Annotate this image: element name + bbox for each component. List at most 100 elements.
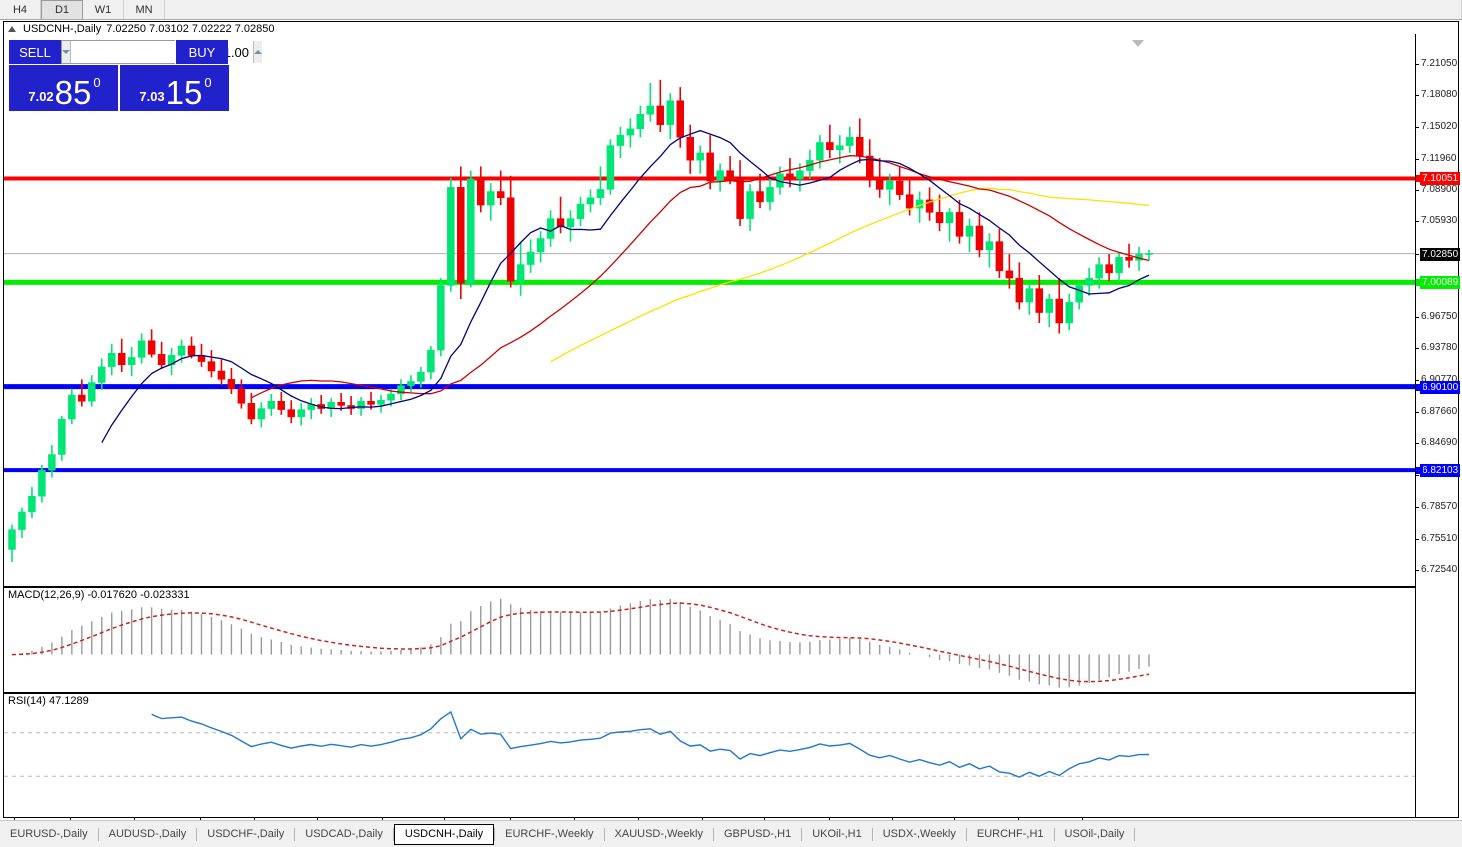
price-tick-label: 7.15020 bbox=[1421, 120, 1458, 132]
tick-mark bbox=[1416, 412, 1419, 414]
price-tag-resistance[interactable]: 7.10051 bbox=[1416, 172, 1461, 186]
time-tick-mark bbox=[510, 818, 511, 821]
tick-mark bbox=[1416, 569, 1419, 571]
price-tag-marker bbox=[1416, 383, 1423, 391]
tab-separator bbox=[494, 827, 496, 841]
period-button-mn[interactable]: MN bbox=[124, 0, 165, 19]
chart-symbol-label: USDCNH-,Daily bbox=[23, 22, 102, 35]
chart-tab-usdxweekly[interactable]: USDX-,Weekly bbox=[882, 828, 956, 840]
tick-mark bbox=[1416, 317, 1419, 319]
chart-tab-xauusdweekly[interactable]: XAUUSD-,Weekly bbox=[614, 828, 703, 840]
price-tick-label: 6.84690 bbox=[1421, 437, 1458, 449]
one-click-trading-panel: SELL BUY 7.02 85 0 7.03 15 0 bbox=[9, 40, 262, 130]
tick-mark bbox=[1416, 126, 1419, 128]
time-tick-mark bbox=[702, 818, 703, 821]
chart-tab-bar: EURUSD-,Daily AUDUSD-,Daily USDCHF-,Daily U… bbox=[0, 820, 1462, 847]
tick-mark bbox=[1416, 94, 1419, 96]
price-tag-support[interactable]: 6.82103 bbox=[1416, 464, 1461, 478]
tab-separator bbox=[196, 827, 198, 841]
tab-separator bbox=[871, 827, 873, 841]
macd-label: MACD(12,26,9) -0.017620 -0.023331 bbox=[8, 589, 190, 601]
tick-mark bbox=[1416, 158, 1419, 160]
tab-separator bbox=[712, 827, 714, 841]
time-tick-mark bbox=[200, 818, 201, 821]
chart-tab-audusddaily[interactable]: AUDUSD-,Daily bbox=[108, 828, 187, 840]
price-tick-label: 7.18080 bbox=[1421, 88, 1458, 100]
time-tick-mark bbox=[1082, 818, 1083, 821]
tab-separator bbox=[1134, 827, 1136, 841]
tab-separator bbox=[801, 827, 803, 841]
tick-mark bbox=[1416, 190, 1419, 192]
buy-button[interactable]: BUY bbox=[176, 40, 228, 64]
period-button-h4[interactable]: H4 bbox=[0, 0, 41, 19]
price-tag-marker bbox=[1416, 175, 1423, 183]
time-tick-mark bbox=[954, 818, 955, 821]
price-tick: 6.75510 bbox=[1416, 533, 1459, 544]
chart-tab-ukoilh1[interactable]: UKOil-,H1 bbox=[812, 828, 862, 840]
chart-tab-eurchfweekly[interactable]: EURCHF-,Weekly bbox=[505, 828, 594, 840]
time-tick-mark bbox=[254, 818, 255, 821]
chart-tab-gbpusdh1[interactable]: GBPUSD-,H1 bbox=[723, 828, 792, 840]
tab-separator bbox=[294, 827, 296, 841]
sell-price-display[interactable]: 7.02 85 0 bbox=[9, 65, 118, 111]
tick-mark bbox=[1416, 506, 1419, 508]
time-tick-mark bbox=[70, 818, 71, 821]
price-tick: 7.05930 bbox=[1416, 215, 1459, 226]
price-tick-label: 6.96750 bbox=[1421, 311, 1458, 323]
price-tick: 6.84690 bbox=[1416, 437, 1459, 448]
price-tick: 7.18080 bbox=[1416, 89, 1459, 100]
time-tick-mark bbox=[1018, 818, 1019, 821]
sell-button[interactable]: SELL bbox=[9, 40, 61, 64]
tab-separator bbox=[965, 827, 967, 841]
time-tick-mark bbox=[134, 818, 135, 821]
tick-mark bbox=[1416, 379, 1419, 381]
time-tick-mark bbox=[829, 818, 830, 821]
price-tick: 6.78570 bbox=[1416, 501, 1459, 512]
buy-price-pips: 15 bbox=[165, 74, 203, 111]
chart-tab-usdchfdaily[interactable]: USDCHF-,Daily bbox=[207, 828, 285, 840]
price-tag-support[interactable]: 7.00089 bbox=[1416, 276, 1461, 290]
chart-tab-usdcaddaily[interactable]: USDCAD-,Daily bbox=[305, 828, 383, 840]
buy-price-display[interactable]: 7.03 15 0 bbox=[120, 65, 229, 111]
tick-mark bbox=[1416, 475, 1419, 477]
macd-pane: MACD(12,26,9) -0.017620 -0.023331 bbox=[4, 587, 1415, 693]
chart-ohlc-label: 7.02250 7.03102 7.02222 7.02850 bbox=[106, 22, 275, 35]
tick-mark bbox=[1416, 443, 1419, 445]
tab-separator bbox=[1053, 827, 1055, 841]
chart-tab-eurchfh1[interactable]: EURCHF-,H1 bbox=[976, 828, 1044, 840]
tab-separator bbox=[392, 827, 394, 841]
period-button-d1[interactable]: D1 bbox=[41, 0, 83, 19]
expand-triangle-icon[interactable] bbox=[8, 25, 16, 32]
price-tag-last-price[interactable]: 7.02850 bbox=[1420, 247, 1461, 261]
price-tick: 6.90770 bbox=[1416, 374, 1459, 385]
sell-price-fraction: 0 bbox=[93, 75, 101, 90]
time-tick-mark bbox=[638, 818, 639, 821]
time-tick-mark bbox=[382, 818, 383, 821]
buy-price-prefix: 7.03 bbox=[139, 89, 165, 104]
price-scale-axis[interactable]: 7.21050 7.18080 7.15020 7.11960 7.08900 7.059… bbox=[1415, 34, 1461, 817]
chart-tab-usdcnhdaily[interactable]: USDCNH-,Daily bbox=[393, 823, 495, 845]
volume-increment-button[interactable] bbox=[253, 41, 262, 63]
price-tick-label: 6.75510 bbox=[1421, 532, 1458, 544]
price-tick-label: 7.11960 bbox=[1421, 152, 1457, 164]
tick-mark bbox=[1416, 253, 1419, 255]
chevron-down-icon[interactable] bbox=[1132, 40, 1144, 47]
time-tick-mark bbox=[444, 818, 445, 821]
macd-plot bbox=[11, 598, 1150, 688]
period-toolbar: H4 D1 W1 MN bbox=[0, 0, 1462, 20]
toolbar-empty-area bbox=[165, 0, 1462, 19]
volume-decrement-button[interactable] bbox=[62, 41, 71, 63]
price-tick-label: 7.08900 bbox=[1421, 184, 1458, 196]
chart-tab-eurusddaily[interactable]: EURUSD-,Daily bbox=[10, 828, 88, 840]
tick-mark bbox=[1416, 538, 1419, 540]
rsi-plot bbox=[4, 710, 1415, 778]
price-tick-label: 6.72540 bbox=[1421, 563, 1458, 575]
tick-mark bbox=[1416, 221, 1419, 223]
price-tag-support[interactable]: 6.90100 bbox=[1416, 380, 1461, 394]
time-tick-mark bbox=[892, 818, 893, 821]
chart-tab-usoildaily[interactable]: USOil-,Daily bbox=[1064, 828, 1125, 840]
price-tick: 6.93780 bbox=[1416, 342, 1459, 353]
volume-stepper[interactable] bbox=[61, 40, 262, 64]
period-button-w1[interactable]: W1 bbox=[83, 0, 124, 19]
